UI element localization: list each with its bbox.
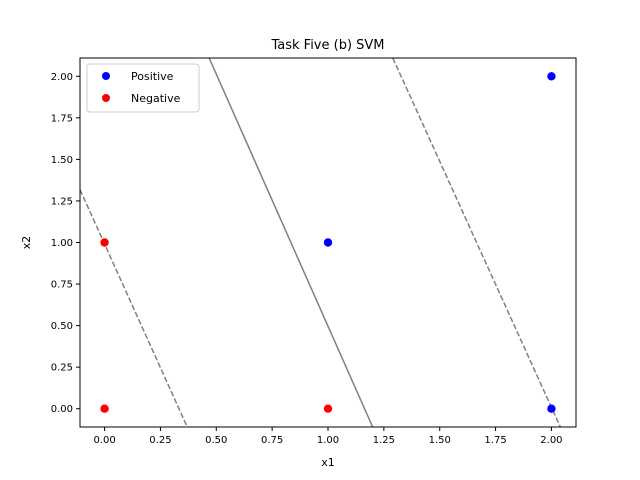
y-tick-label: 1.50 <box>51 155 73 166</box>
x-axis: 0.00 0.25 0.50 0.75 1.00 1.25 1.50 1.75 2.00 <box>93 427 563 446</box>
x-tick-label: 0.75 <box>261 435 283 446</box>
legend-marker-negative <box>102 94 110 102</box>
y-tick-label: 1.75 <box>51 113 73 124</box>
decision-boundary-line <box>208 58 374 427</box>
x-axis-label: x1 <box>321 456 335 469</box>
points-layer <box>100 72 556 413</box>
point-positive <box>547 72 556 81</box>
legend-label-negative: Negative <box>131 92 181 105</box>
y-tick-label: 1.25 <box>51 196 73 207</box>
y-tick-label: 0.00 <box>51 404 73 415</box>
y-tick-label: 0.50 <box>51 321 73 332</box>
x-tick-label: 0.50 <box>205 435 227 446</box>
legend-marker-positive <box>102 72 110 80</box>
point-positive <box>547 404 556 413</box>
x-tick-label: 1.25 <box>373 435 395 446</box>
chart-title: Task Five (b) SVM <box>270 38 384 53</box>
x-tick-label: 0.25 <box>149 435 171 446</box>
y-tick-label: 2.00 <box>51 72 73 83</box>
y-tick-label: 0.75 <box>51 280 73 291</box>
margin-lower-line <box>80 189 188 427</box>
y-axis-label: x2 <box>20 236 33 250</box>
legend-label-positive: Positive <box>131 70 174 83</box>
x-tick-label: 1.75 <box>484 435 506 446</box>
lines-layer <box>80 58 562 427</box>
x-tick-label: 0.00 <box>93 435 115 446</box>
margin-upper-line <box>392 58 562 427</box>
legend-box <box>86 63 200 113</box>
y-axis: 0.00 0.25 0.50 0.75 1.00 1.25 1.50 1.75 2.00 <box>51 72 80 415</box>
point-positive <box>323 238 333 247</box>
point-negative <box>100 404 109 413</box>
x-tick-label: 1.00 <box>317 435 339 446</box>
y-tick-label: 0.25 <box>51 363 73 374</box>
legend: Positive Negative <box>86 63 200 113</box>
point-negative <box>100 238 109 247</box>
point-negative <box>323 404 333 413</box>
x-tick-label: 1.50 <box>429 435 451 446</box>
y-tick-label: 1.00 <box>51 238 73 249</box>
x-tick-label: 2.00 <box>540 435 562 446</box>
